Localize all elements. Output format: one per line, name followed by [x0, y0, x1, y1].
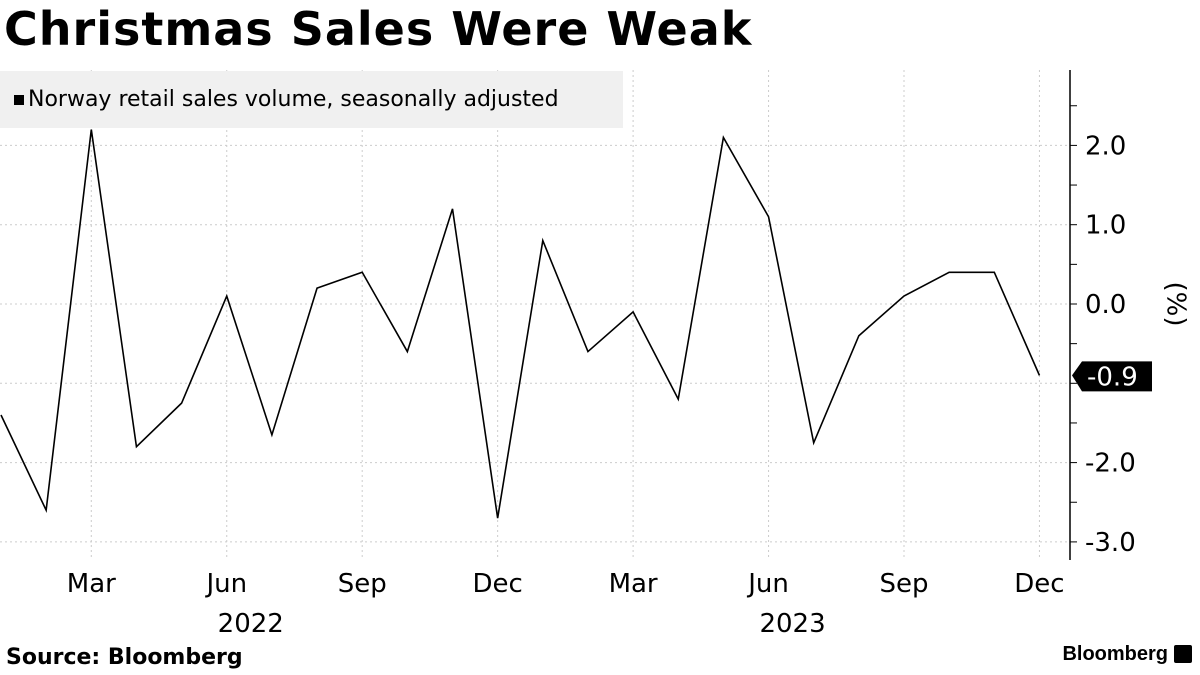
x-tick-label: Sep: [338, 569, 387, 599]
source-note: Source: Bloomberg: [6, 645, 243, 670]
bloomberg-logo: Bloomberg: [1062, 643, 1168, 665]
legend: Norway retail sales volume, seasonally a…: [0, 71, 623, 128]
x-tick-label: Dec: [1014, 569, 1064, 599]
x-tick-label: Jun: [746, 569, 789, 599]
x-tick-label: Mar: [609, 569, 658, 599]
y-tick-label: 2.0: [1085, 131, 1126, 161]
last-value-label: -0.9: [1087, 362, 1138, 392]
y-tick-label: -2.0: [1085, 449, 1136, 479]
x-tick-label: Mar: [67, 569, 116, 599]
y-tick-label: 0.0: [1085, 290, 1126, 320]
x-year-label: 2022: [218, 609, 284, 639]
chart-title: Christmas Sales Were Weak: [4, 2, 753, 56]
last-value-badge: [1072, 361, 1152, 392]
x-year-label: 2023: [759, 609, 825, 639]
series-line: [0, 129, 1041, 519]
legend-label: Norway retail sales volume, seasonally a…: [28, 87, 559, 112]
x-tick-label: Jun: [204, 569, 247, 599]
legend-swatch: [14, 94, 24, 105]
x-tick-label: Dec: [472, 569, 522, 599]
y-axis-label: (%): [1161, 282, 1191, 327]
x-tick-label: Sep: [879, 569, 928, 599]
y-tick-label: 1.0: [1085, 211, 1126, 241]
bloomberg-chart-icon: [1174, 645, 1192, 663]
y-tick-label: -3.0: [1085, 528, 1136, 558]
